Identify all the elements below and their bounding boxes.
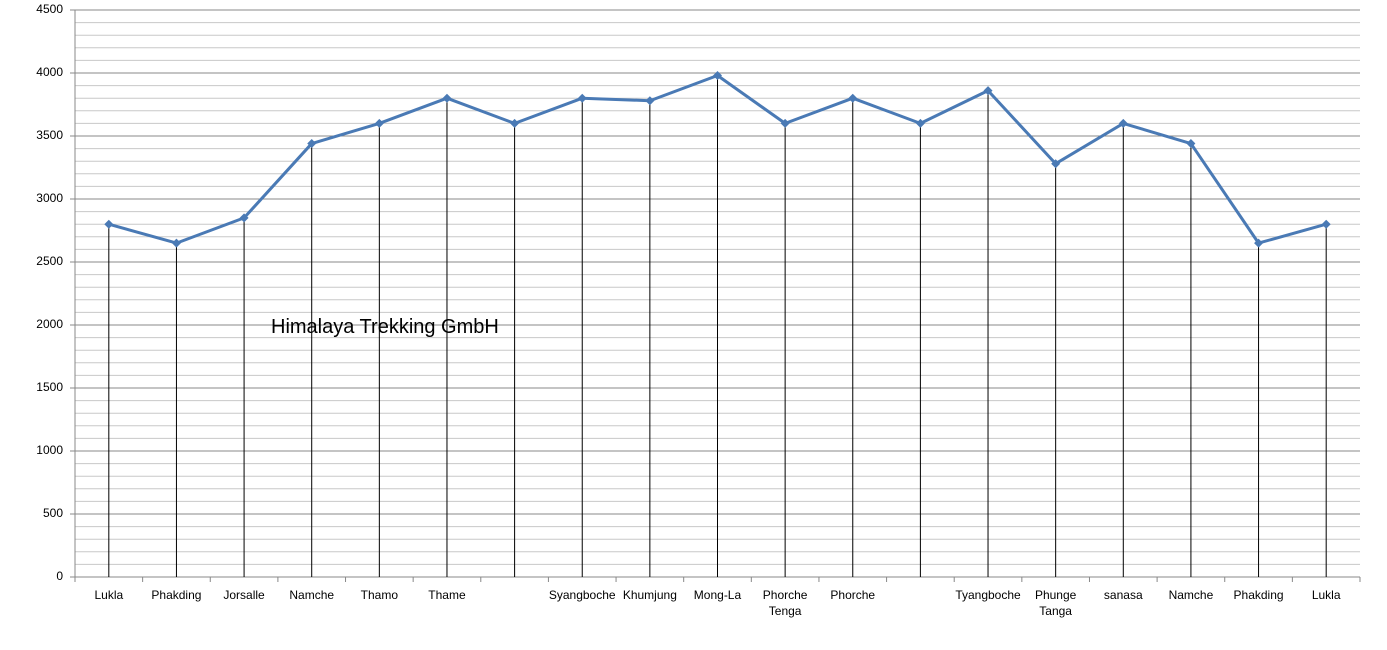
x-tick-label: Phunge Tanga [1034,588,1077,618]
annotation: Himalaya Trekking GmbH [271,316,499,338]
y-tick-label: 4500 [36,2,63,16]
x-tick-label: Syangboche [548,588,616,602]
marker [239,213,249,223]
x-tick-label: Lukla [94,588,124,602]
x-tick-label: Phakding [151,588,202,602]
x-tick-label: Khumjung [622,588,677,602]
marker [915,118,925,128]
y-tick-label: 4000 [36,65,63,79]
y-tick-label: 1500 [36,380,63,394]
y-tick-label: 500 [43,506,63,520]
marker [307,139,317,149]
x-tick-label: Tyangboche [955,588,1021,602]
marker [374,118,384,128]
y-tick-label: 3000 [36,191,63,205]
y-tick-label: 0 [56,569,63,583]
marker [780,118,790,128]
x-tick-label: Lukla [1311,588,1341,602]
x-tick-label: Phakding [1233,588,1284,602]
marker [510,118,520,128]
x-tick-label: Thamo [360,588,398,602]
marker [171,238,181,248]
y-tick-label: 2000 [36,317,63,331]
marker [442,93,452,103]
x-tick-label: Jorsalle [223,588,265,602]
marker [1051,159,1061,169]
x-tick-label: Phorche Tenga [762,588,808,618]
marker [983,86,993,96]
marker [848,93,858,103]
marker [104,219,114,229]
x-tick-label: Mong-La [693,588,742,602]
y-tick-label: 2500 [36,254,63,268]
marker [645,96,655,106]
marker [1254,238,1264,248]
x-tick-label: sanasa [1103,588,1143,602]
marker [1118,118,1128,128]
x-tick-label: Thame [428,588,466,602]
y-tick-label: 3500 [36,128,63,142]
x-tick-label: Phorche [830,588,876,602]
y-tick-label: 1000 [36,443,63,457]
x-tick-label: Namche [1168,588,1214,602]
marker [1186,139,1196,149]
x-tick-label: Namche [289,588,335,602]
marker [1321,219,1331,229]
marker [577,93,587,103]
marker [713,71,722,81]
